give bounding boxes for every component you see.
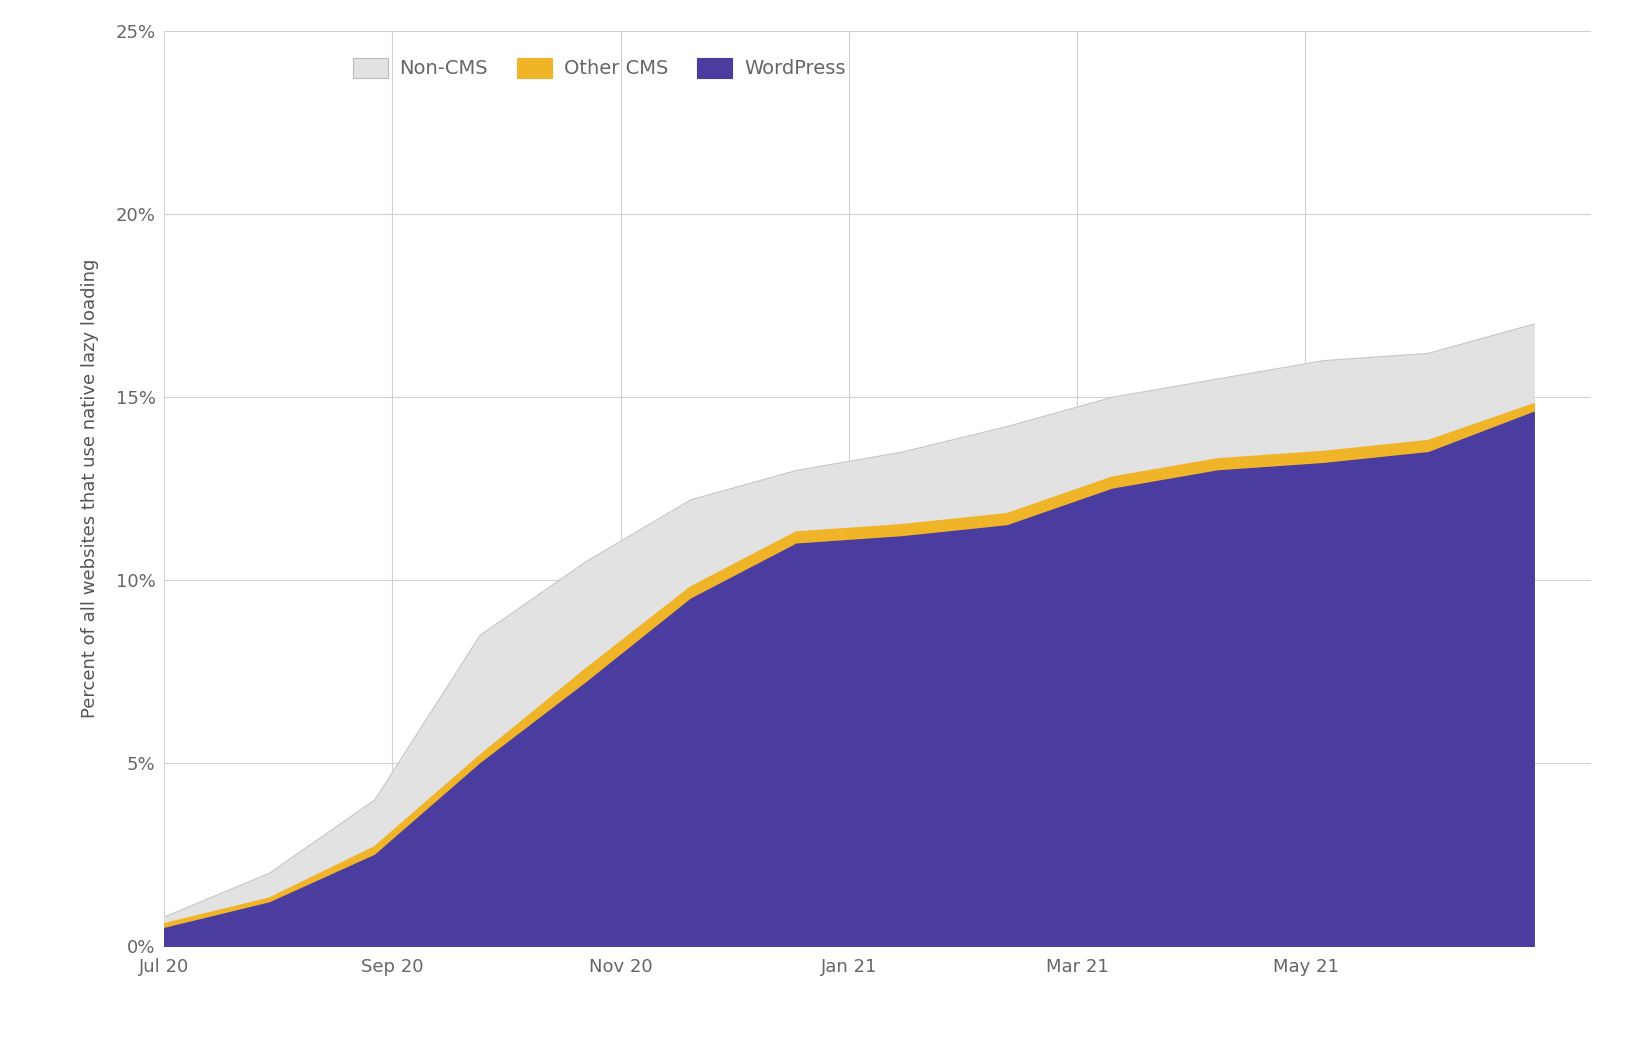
Legend: Non-CMS, Other CMS, WordPress: Non-CMS, Other CMS, WordPress xyxy=(344,50,852,86)
Y-axis label: Percent of all websites that use native lazy loading: Percent of all websites that use native … xyxy=(80,259,98,719)
